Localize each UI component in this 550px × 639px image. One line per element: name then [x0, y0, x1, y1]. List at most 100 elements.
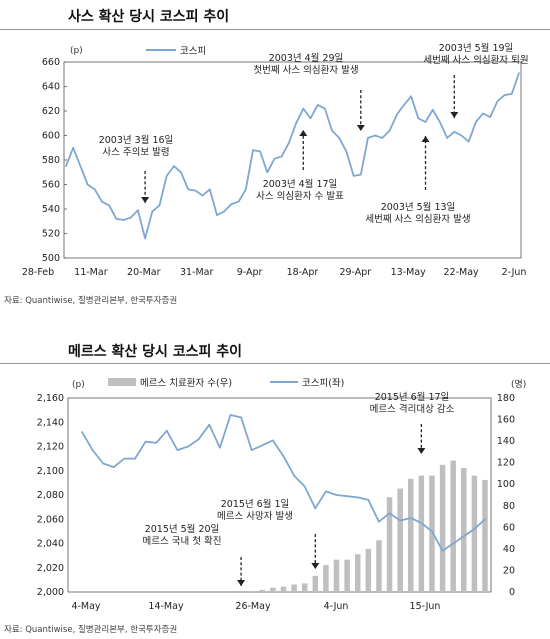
mers-x-tick-label-3: 4-Jun — [324, 601, 349, 612]
mers-kospi-point-32 — [420, 522, 423, 524]
sars-source-note: 자료: Quantiwise, 질병관리본부, 한국투자증권 — [4, 296, 178, 306]
mers-kospi-point-34 — [441, 549, 444, 552]
sars-kospi-point-61 — [503, 94, 506, 96]
mers-kospi-point-31 — [409, 517, 412, 519]
mers-y-right-tick-label-1: 20 — [503, 565, 515, 576]
mers-y-right-tick-label-0: 0 — [509, 587, 515, 598]
sars-y-tick-label-4: 580 — [42, 155, 60, 166]
sars-kospi-point-3 — [86, 183, 89, 186]
mers-kospi-point-18 — [272, 439, 274, 442]
sars-chart-title: 사스 확산 당시 코스피 추이 — [68, 9, 230, 25]
mers-y-left-label: (p) — [72, 380, 85, 390]
mers-title-rule — [0, 363, 550, 364]
sars-kospi-point-53 — [446, 137, 448, 139]
sars-kospi-point-34 — [309, 117, 312, 120]
sars-x-tick-label-1: 11-Mar — [74, 267, 108, 278]
mers-kospi-point-2 — [102, 462, 105, 465]
sars-kospi-point-40 — [352, 175, 355, 177]
sars-annotation-4-line-0: 2003년 5월 19일 — [439, 42, 514, 54]
mers-legend-bar-swatch — [108, 378, 136, 386]
sars-y-tick-label-0: 500 — [42, 253, 60, 264]
sars-kospi-point-36 — [324, 107, 326, 110]
mers-patient-bar-27 — [365, 548, 372, 592]
sars-kospi-point-4 — [93, 188, 96, 191]
mers-kospi-point-29 — [388, 512, 391, 514]
mers-y-left-tick-label-3: 2,060 — [37, 514, 64, 525]
mers-y-left-tick-label-1: 2,020 — [37, 563, 64, 574]
mers-patient-bar-16 — [248, 590, 255, 592]
mers-y-right-tick-label-5: 100 — [497, 479, 515, 490]
sars-kospi-point-52 — [439, 121, 441, 123]
mers-y-right-tick-label-6: 120 — [497, 458, 515, 469]
mers-kospi-point-6 — [144, 440, 147, 443]
sars-annotation-1-line-1: 사스 의심환자 수 발표 — [256, 190, 344, 202]
sars-kospi-point-26 — [252, 149, 254, 151]
mers-kospi-point-21 — [303, 485, 306, 488]
mers-patient-bar-38 — [482, 479, 488, 592]
sars-kospi-point-22 — [223, 210, 225, 213]
mers-kospi-point-17 — [261, 444, 264, 447]
mers-kospi-point-10 — [187, 445, 189, 448]
sars-kospi-point-0 — [65, 165, 67, 167]
mers-kospi-point-30 — [399, 519, 401, 522]
sars-kospi-point-29 — [273, 157, 276, 160]
sars-title-rule — [0, 29, 550, 30]
mers-x-tick-label-2: 26-May — [235, 601, 271, 612]
mers-y-left-tick-label-5: 2,100 — [37, 466, 64, 477]
sars-kospi-point-55 — [460, 134, 463, 137]
mers-kospi-line — [81, 414, 486, 552]
mers-kospi-point-3 — [113, 466, 115, 468]
mers-patient-bar-31 — [408, 478, 414, 592]
sars-annotation-arrow-3-head — [421, 136, 430, 142]
sars-kospi-point-59 — [489, 116, 492, 118]
mers-chart-title: 메르스 확산 당시 코스피 추이 — [68, 344, 243, 360]
mers-plot-frame — [67, 397, 492, 593]
mers-patient-bar-22 — [312, 575, 319, 592]
sars-x-tick-label-6: 29-Apr — [339, 267, 371, 278]
mers-patient-bar-26 — [354, 554, 361, 592]
mers-y-left-tick-label-6: 2,120 — [37, 442, 64, 453]
mers-kospi-point-37 — [473, 528, 476, 530]
mers-x-tick-label-0: 4-May — [71, 601, 100, 612]
mers-kospi-point-7 — [155, 442, 158, 444]
sars-kospi-point-18 — [194, 189, 197, 192]
mers-annotation-arrow-2-head — [417, 448, 426, 454]
sars-y-tick-label-8: 660 — [42, 57, 60, 68]
mers-y-right-tick-label-3: 60 — [503, 522, 515, 533]
sars-kospi-point-39 — [345, 150, 348, 153]
sars-kospi-point-43 — [374, 134, 376, 137]
mers-annotation-1-line-1: 메르스 사망자 발생 — [217, 511, 293, 522]
mers-legend-bar-label: 메르스 치료환자 수(우) — [140, 377, 232, 389]
mers-y-right-tick-label-9: 180 — [497, 393, 515, 404]
sars-kospi-point-38 — [338, 137, 341, 139]
sars-kospi-point-12 — [151, 210, 154, 213]
mers-kospi-point-38 — [484, 518, 486, 521]
sars-kospi-point-10 — [137, 209, 139, 212]
sars-kospi-point-60 — [496, 100, 499, 102]
mers-kospi-point-33 — [431, 530, 433, 533]
sars-annotation-arrow-1-head — [299, 130, 308, 136]
sars-kospi-point-13 — [158, 204, 161, 207]
sars-kospi-point-54 — [453, 131, 456, 133]
sars-kospi-point-33 — [302, 107, 305, 110]
sars-kospi-point-35 — [316, 104, 319, 106]
mers-y-right-tick-label-7: 140 — [497, 436, 515, 447]
mers-patient-bar-33 — [429, 475, 435, 592]
sars-annotation-arrow-0-head — [141, 197, 150, 203]
sars-kospi-point-23 — [230, 203, 233, 205]
sars-kospi-point-27 — [259, 150, 261, 153]
sars-kospi-point-56 — [467, 140, 470, 143]
sars-kospi-point-57 — [475, 121, 477, 123]
mers-patient-bar-23 — [323, 565, 329, 592]
sars-y-tick-label-1: 520 — [42, 229, 60, 240]
mers-patient-bar-36 — [461, 468, 467, 592]
mers-kospi-point-36 — [462, 535, 465, 538]
sars-kospi-point-21 — [216, 214, 218, 216]
mers-kospi-point-0 — [81, 431, 83, 433]
mers-y-left-tick-label-4: 2,080 — [37, 490, 64, 501]
mers-kospi-chart: (p) (명) 2,000 2,020 2,040 2,060 2,080 2,100 2,12… — [37, 377, 527, 612]
mers-annotation-1-line-0: 2015년 6월 1일 — [221, 498, 290, 510]
sars-kospi-point-24 — [237, 200, 240, 203]
mers-kospi-point-8 — [166, 429, 168, 432]
sars-kospi-point-1 — [72, 146, 74, 149]
